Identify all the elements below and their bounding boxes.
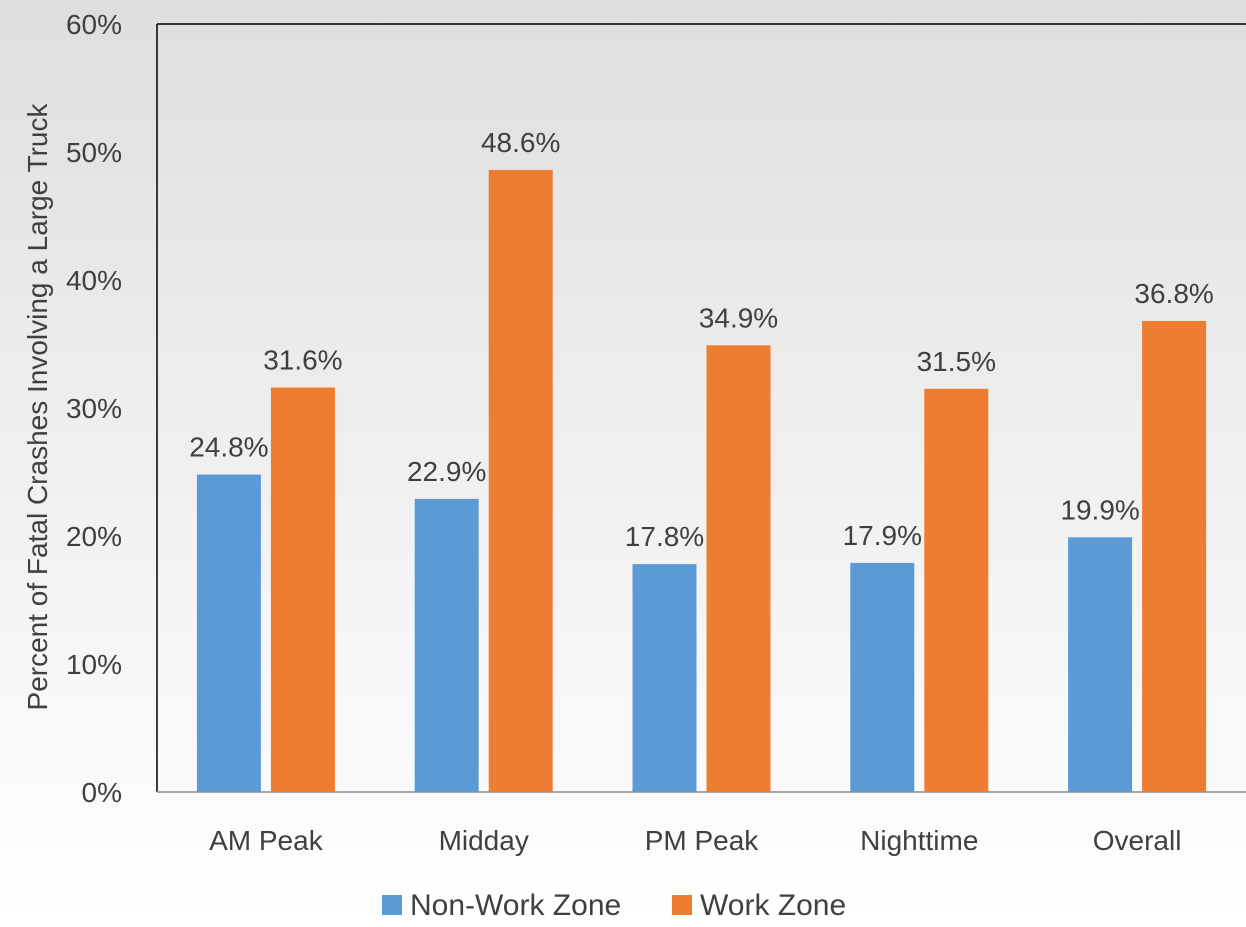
y-tick-label: 20% [66, 521, 122, 552]
bar-non-work-zone [850, 562, 915, 792]
bar-non-work-zone [414, 498, 479, 792]
data-label: 24.8% [189, 432, 268, 463]
data-label: 19.9% [1060, 494, 1139, 525]
x-tick-label: AM Peak [209, 825, 324, 856]
data-label: 31.5% [917, 346, 996, 377]
legend-swatch [672, 895, 692, 915]
bar-work-zone [270, 387, 335, 792]
y-tick-label: 0% [82, 777, 122, 808]
data-labels: 24.8% 31.6% 22.9% 48.6% 17.8% 34.9% 17.9% 31.5%… [189, 127, 1214, 552]
x-axis-ticks: AM Peak Midday PM Peak Nighttime Overall [209, 825, 1181, 856]
legend-swatch [382, 895, 402, 915]
bar-work-zone [706, 345, 771, 792]
data-label: 34.9% [699, 302, 778, 333]
bar-work-zone [1142, 320, 1207, 792]
y-axis-title: Percent of Fatal Crashes Involving a Lar… [22, 103, 53, 711]
x-tick-label: Nighttime [860, 825, 978, 856]
x-tick-label: Midday [439, 825, 529, 856]
data-label: 17.9% [843, 520, 922, 551]
y-tick-label: 50% [66, 137, 122, 168]
y-axis-ticks: 0% 10% 20% 30% 40% 50% 60% [66, 9, 122, 808]
bar-non-work-zone [1068, 537, 1133, 792]
bar-non-work-zone [632, 564, 697, 792]
data-label: 31.6% [263, 345, 342, 376]
data-label: 36.8% [1134, 278, 1213, 309]
y-tick-label: 10% [66, 649, 122, 680]
data-label: 17.8% [625, 521, 704, 552]
bar-work-zone [924, 388, 989, 792]
bar-work-zone [488, 169, 553, 793]
data-label: 22.9% [407, 456, 486, 487]
x-tick-label: Overall [1093, 825, 1182, 856]
y-tick-label: 60% [66, 9, 122, 40]
bars [196, 169, 1207, 793]
x-tick-label: PM Peak [645, 825, 760, 856]
data-label: 48.6% [481, 127, 560, 158]
legend-label: Work Zone [700, 889, 846, 922]
bar-non-work-zone [196, 474, 261, 792]
legend-label: Non-Work Zone [410, 889, 621, 922]
y-tick-label: 40% [66, 265, 122, 296]
y-tick-label: 30% [66, 393, 122, 424]
plot-frame [156, 23, 1246, 793]
legend: Non-Work Zone Work Zone [382, 889, 846, 922]
